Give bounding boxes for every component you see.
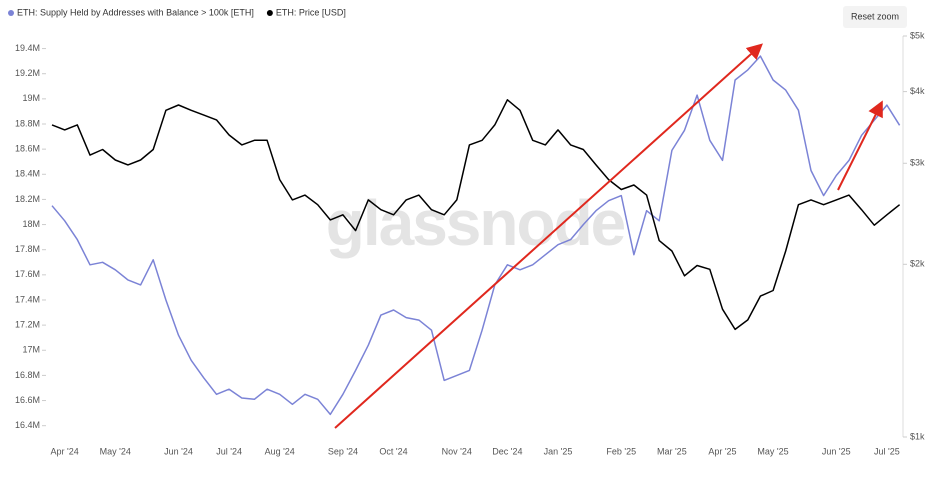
y2-tick-label: $3k	[910, 158, 925, 168]
x-tick-label: Feb '25	[606, 446, 636, 456]
y-tick-label: 17.6M	[15, 269, 40, 279]
x-tick-label: Oct '24	[379, 446, 407, 456]
watermark: glassnode	[326, 187, 625, 259]
x-tick-label: Apr '25	[708, 446, 736, 456]
y-tick-label: 16.4M	[15, 420, 40, 430]
x-tick-label: Jul '24	[216, 446, 242, 456]
y-tick-label: 18.8M	[15, 118, 40, 128]
legend-label: ETH: Price [USD]	[276, 7, 346, 17]
y-tick-label: 17M	[22, 345, 40, 355]
x-tick-label: May '24	[100, 446, 131, 456]
legend-label: ETH: Supply Held by Addresses with Balan…	[17, 7, 254, 17]
x-tick-label: Jul '25	[874, 446, 900, 456]
y-tick-label: 17.4M	[15, 294, 40, 304]
legend-swatch	[8, 10, 14, 16]
y2-tick-label: $4k	[910, 86, 925, 96]
x-tick-label: May '25	[757, 446, 788, 456]
y-tick-label: 17.8M	[15, 244, 40, 254]
y-tick-label: 16.8M	[15, 370, 40, 380]
x-tick-label: Aug '24	[265, 446, 295, 456]
x-tick-label: Mar '25	[657, 446, 687, 456]
x-tick-label: Dec '24	[492, 446, 522, 456]
trend-arrow	[837, 100, 883, 191]
y-tick-label: 18.4M	[15, 169, 40, 179]
series-line	[51, 99, 901, 331]
reset-zoom-button[interactable]	[843, 6, 907, 28]
plot-area: 16.4M 16.6M 16.8M 17M 17.2M 17.4M 17.6M 17.8M 18…	[15, 30, 925, 456]
y-tick-label: 19M	[22, 93, 40, 103]
trend-arrow	[334, 43, 763, 429]
y-tick-label: 16.6M	[15, 395, 40, 405]
x-tick-label: Jan '25	[544, 446, 573, 456]
y-tick-label: 18.2M	[15, 194, 40, 204]
reset-zoom-label[interactable]: Reset zoom	[851, 11, 899, 21]
y2-tick-label: $2k	[910, 259, 925, 269]
y-tick-label: 19.4M	[15, 43, 40, 53]
legend: ETH: Supply Held by Addresses with Balan…	[8, 7, 346, 17]
x-tick-label: Apr '24	[51, 446, 79, 456]
x-tick-label: Jun '25	[822, 446, 851, 456]
x-tick-label: Nov '24	[442, 446, 472, 456]
y-tick-label: 17.2M	[15, 319, 40, 329]
y-tick-label: 18M	[22, 219, 40, 229]
x-tick-label: Sep '24	[328, 446, 358, 456]
x-tick-label: Jun '24	[164, 446, 193, 456]
y2-tick-label: $1k	[910, 431, 925, 441]
y2-tick-label: $5k	[910, 30, 925, 40]
y-tick-label: 19.2M	[15, 68, 40, 78]
y-tick-label: 18.6M	[15, 144, 40, 154]
legend-swatch	[266, 10, 273, 16]
